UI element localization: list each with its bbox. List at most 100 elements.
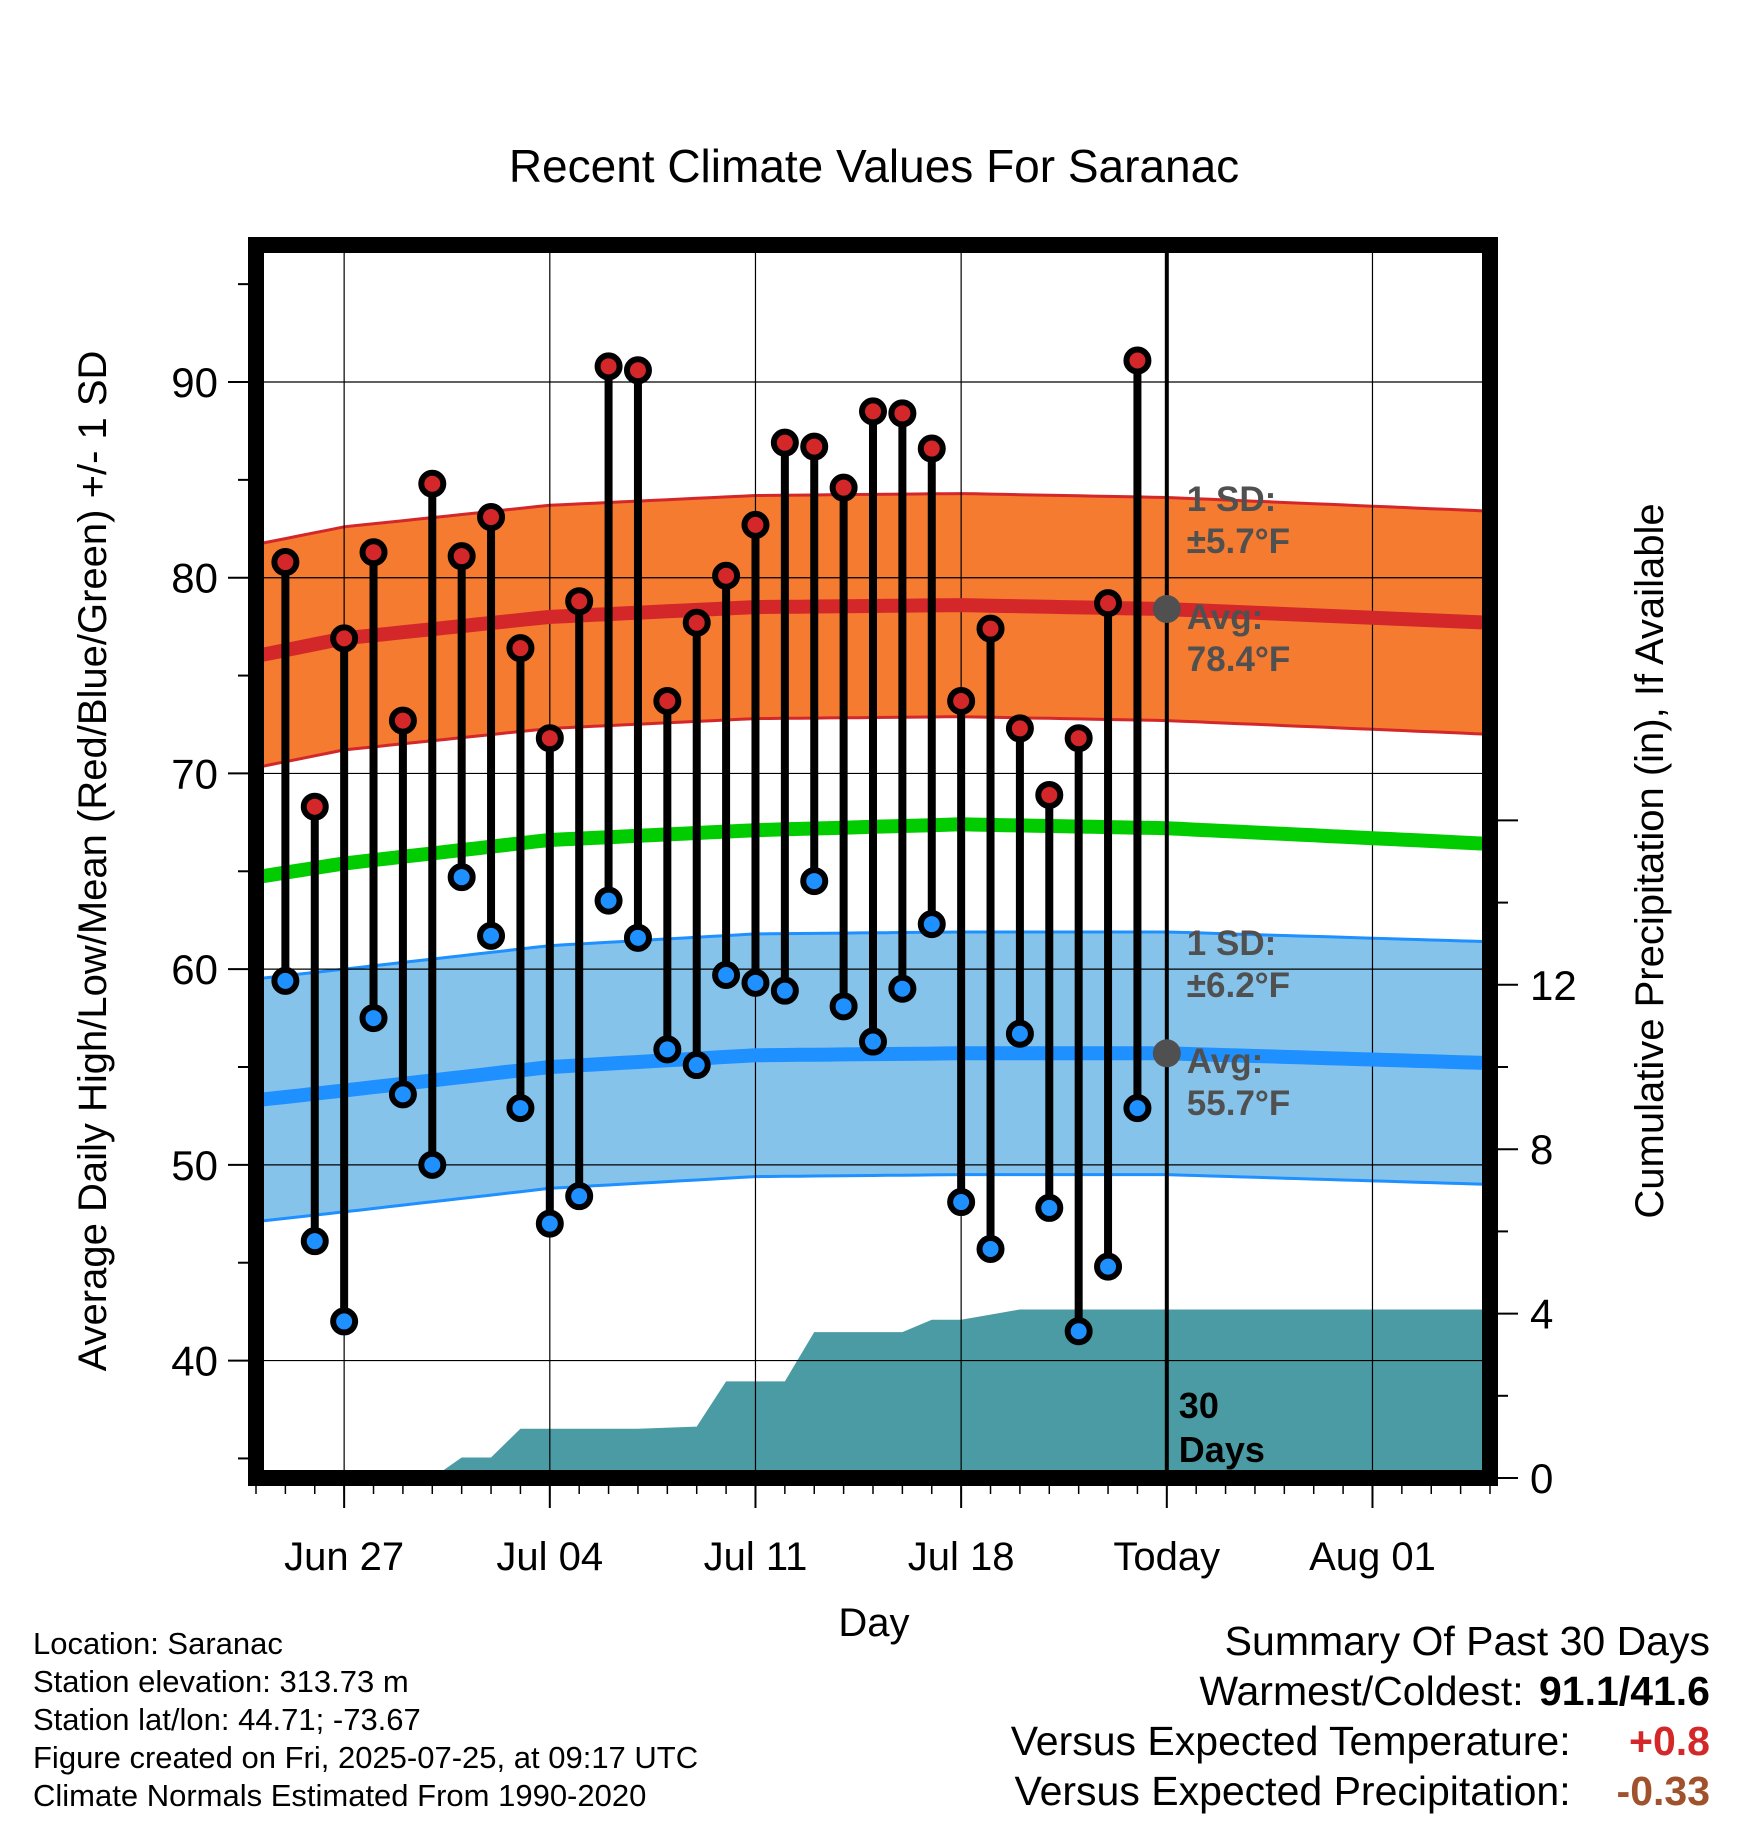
elevation-text: Station elevation: 313.73 m — [33, 1664, 409, 1699]
daily-low-point — [623, 923, 652, 952]
daily-high-point — [888, 399, 917, 428]
daily-high-point — [506, 634, 535, 663]
low-sd-value: ±6.2°F — [1187, 966, 1290, 1005]
daily-high-point — [535, 724, 564, 753]
precipitation-departure-row: Versus Expected Precipitation: -0.33 — [1011, 1766, 1711, 1816]
daily-low-point — [594, 886, 623, 915]
high-avg-value: 78.4°F — [1187, 640, 1291, 679]
daily-low-point — [506, 1094, 535, 1123]
daily-low-point — [565, 1182, 594, 1211]
daily-high-point — [1005, 714, 1034, 743]
daily-low-point — [712, 961, 741, 990]
x-tick-label: Jul 04 — [496, 1535, 603, 1579]
daily-high-point — [917, 434, 946, 463]
daily-low-point — [682, 1051, 711, 1080]
low-avg-dot — [1152, 1039, 1181, 1068]
low-avg-value: 55.7°F — [1187, 1084, 1291, 1123]
y-tick-label: 40 — [171, 1338, 218, 1385]
daily-low-point — [300, 1227, 329, 1256]
daily-stems — [281, 360, 1142, 1332]
y2-axis-label: Cumulative Precipitation (in), If Availa… — [1628, 503, 1672, 1218]
daily-high-point — [947, 687, 976, 716]
high-sd-value: ±5.7°F — [1187, 522, 1290, 561]
warmest-coldest-label: Warmest/Coldest: — [1199, 1668, 1524, 1714]
daily-high-point — [388, 706, 417, 735]
daily-high-point — [300, 792, 329, 821]
daily-high-point — [330, 624, 359, 653]
daily-low-point — [330, 1307, 359, 1336]
daily-low-point — [800, 867, 829, 896]
latlon-text: Station lat/lon: 44.71; -73.67 — [33, 1702, 421, 1737]
daily-points — [271, 346, 1152, 1346]
warmest-coldest-value: 91.1/41.6 — [1539, 1668, 1710, 1714]
daily-low-point — [535, 1209, 564, 1238]
daily-high-point — [447, 542, 476, 571]
daily-low-point — [1035, 1193, 1064, 1222]
x-axis-label: Day — [838, 1601, 909, 1645]
daily-low-point — [917, 910, 946, 939]
daily-low-point — [1005, 1019, 1034, 1048]
today-days-unit: Days — [1179, 1429, 1265, 1470]
axes: 40 50 60 70 80 90 0 4 8 12 Jun 27 Jul 04 Jul 11 Jul 1… — [171, 283, 1577, 1579]
daily-high-point — [565, 587, 594, 616]
cumulative-precipitation — [256, 1309, 1490, 1478]
precipitation-area — [256, 1309, 1490, 1478]
y-tick-label: 60 — [171, 946, 218, 993]
daily-low-point — [1064, 1317, 1093, 1346]
daily-high-point — [770, 428, 799, 457]
low-sd-label: 1 SD: — [1187, 924, 1276, 963]
y-tick-label: 80 — [171, 555, 218, 602]
daily-high-point — [594, 352, 623, 381]
low-avg-label: Avg: — [1187, 1042, 1263, 1081]
daily-low-point — [447, 863, 476, 892]
location-text: Location: Saranac — [33, 1626, 283, 1661]
created-text: Figure created on Fri, 2025-07-25, at 09… — [33, 1740, 699, 1775]
temperature-departure-value: +0.8 — [1629, 1718, 1710, 1764]
precipitation-departure-label: Versus Expected Precipitation: — [1014, 1768, 1571, 1814]
plot-border — [248, 237, 1498, 1486]
summary-title: Summary Of Past 30 Days — [1224, 1618, 1710, 1664]
daily-low-point — [388, 1080, 417, 1109]
x-tick-label: Jul 11 — [704, 1535, 808, 1579]
low-sd-band — [256, 932, 1490, 1222]
daily-high-point — [1064, 724, 1093, 753]
high-avg-label: Avg: — [1187, 598, 1263, 637]
plot-frame — [248, 237, 1498, 1486]
daily-high-point — [477, 503, 506, 532]
warmest-coldest-row: Warmest/Coldest: 91.1/41.6 — [1011, 1666, 1710, 1716]
daily-low-point — [653, 1035, 682, 1064]
y2-tick-label: 12 — [1530, 962, 1577, 1009]
daily-high-point — [1123, 346, 1152, 375]
daily-high-point — [682, 608, 711, 637]
today-days-number: 30 — [1179, 1385, 1219, 1426]
daily-low-point — [1094, 1252, 1123, 1281]
daily-low-point — [418, 1150, 447, 1179]
station-info: Location: Saranac Station elevation: 313… — [33, 1625, 698, 1815]
x-tick-label: Aug 01 — [1309, 1535, 1436, 1579]
daily-high-point — [859, 397, 887, 426]
daily-low-point — [947, 1188, 976, 1217]
daily-low-point — [1123, 1094, 1152, 1123]
daily-low-point — [271, 966, 300, 995]
daily-high-point — [712, 561, 741, 590]
y2-tick-label: 8 — [1530, 1126, 1553, 1173]
daily-low-point — [477, 921, 506, 950]
chart-title: Recent Climate Values For Saranac — [509, 140, 1239, 192]
daily-low-point — [770, 976, 799, 1005]
x-tick-label: Jun 27 — [284, 1535, 404, 1579]
temperature-departure-row: Versus Expected Temperature: +0.8 — [1011, 1716, 1710, 1766]
daily-high-point — [271, 548, 300, 577]
titles: Recent Climate Values For Saranac Day Aver… — [71, 140, 1672, 1645]
summary-panel: Summary Of Past 30 Days Warmest/Coldest:… — [1011, 1616, 1710, 1816]
daily-high-point — [976, 614, 1005, 643]
daily-high-point — [1035, 780, 1064, 809]
y-tick-label: 90 — [171, 359, 218, 406]
x-tick-label: Today — [1113, 1535, 1220, 1579]
daily-high-point — [1094, 589, 1123, 618]
y2-tick-label: 4 — [1530, 1291, 1553, 1338]
daily-low-point — [359, 1004, 388, 1033]
high-sd-label: 1 SD: — [1187, 480, 1276, 519]
daily-high-point — [418, 469, 447, 498]
